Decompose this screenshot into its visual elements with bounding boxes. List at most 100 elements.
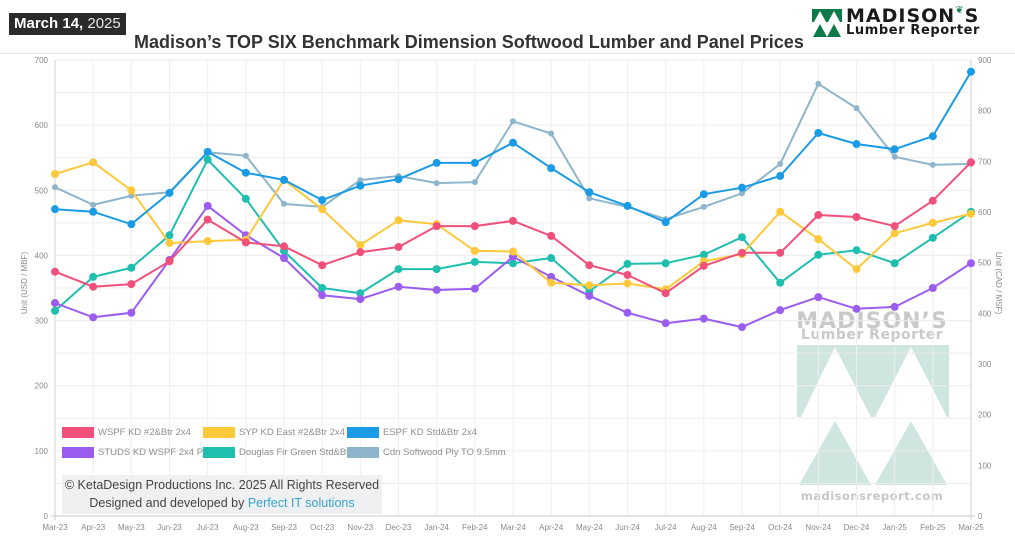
data-point <box>547 278 556 287</box>
data-point <box>89 282 98 291</box>
legend-item[interactable]: Douglas Fir Green Std&Btr 2x4 <box>203 447 370 458</box>
data-point <box>356 241 365 250</box>
x-tick-label: Mar-24 <box>500 523 526 532</box>
designer-text: Designed and developed by Perfect IT sol… <box>89 496 355 510</box>
data-point <box>280 175 288 184</box>
x-tick-label: Apr-24 <box>539 523 564 532</box>
y-tick-label-right: 200 <box>978 411 992 420</box>
data-point <box>814 211 823 220</box>
legend-item[interactable]: STUDS KD WSPF 2x4 PET <box>62 447 215 458</box>
data-point <box>814 250 823 259</box>
y-axis-title-right: Unit (CAD / MSF) <box>994 252 1003 315</box>
y-tick-label-right: 100 <box>978 461 992 470</box>
data-point <box>776 278 785 287</box>
data-point <box>51 298 59 307</box>
data-point <box>548 130 555 137</box>
data-point <box>928 196 937 205</box>
data-point <box>852 265 861 274</box>
chart-title: Madison’s TOP SIX Benchmark Dimension So… <box>134 32 804 52</box>
x-tick-label: Mar-25 <box>958 523 984 532</box>
data-point <box>471 179 478 186</box>
x-tick-label: Mar-23 <box>42 523 68 532</box>
y-tick-label-left: 200 <box>35 382 49 391</box>
x-tick-label: Jun-23 <box>157 523 182 532</box>
data-point <box>814 293 823 302</box>
data-point <box>357 177 364 184</box>
date-day: March 14, <box>14 15 84 32</box>
data-point <box>547 164 556 173</box>
legend-swatch <box>62 447 94 458</box>
data-point <box>165 231 174 240</box>
data-point <box>623 308 632 317</box>
credits: © KetaDesign Productions Inc. 2025 All R… <box>62 475 382 514</box>
legend-label: Cdn Softwood Ply TO 9.5mm <box>383 447 506 458</box>
legend-label: WSPF KD #2&Btr 2x4 <box>98 427 191 438</box>
data-point <box>661 289 670 298</box>
data-point <box>356 289 365 298</box>
data-point <box>623 201 632 210</box>
data-point <box>51 267 59 276</box>
data-point <box>738 233 746 242</box>
data-point <box>90 201 97 208</box>
legend-item[interactable]: SYP KD East #2&Btr 2x4 <box>203 427 345 438</box>
data-point <box>623 259 632 268</box>
data-point <box>318 261 327 270</box>
legend-item[interactable]: ESPF KD Std&Btr 2x4 <box>347 427 477 438</box>
data-point <box>928 284 937 292</box>
legend-label: STUDS KD WSPF 2x4 PET <box>98 447 216 458</box>
data-point <box>890 145 899 154</box>
date-year: 2025 <box>87 15 121 32</box>
data-point <box>928 218 937 227</box>
designer-link[interactable]: Perfect IT solutions <box>247 496 355 510</box>
data-point <box>815 80 822 87</box>
y-tick-label-left: 700 <box>35 56 49 65</box>
x-tick-label: Aug-24 <box>691 523 717 532</box>
data-point <box>127 263 136 272</box>
y-tick-label-left: 500 <box>35 186 49 195</box>
y-tick-label-right: 300 <box>978 360 992 369</box>
data-point <box>127 280 136 289</box>
legend-item[interactable]: Cdn Softwood Ply TO 9.5mm <box>347 447 506 458</box>
data-point <box>661 218 670 227</box>
data-point <box>470 257 479 266</box>
data-point <box>165 257 174 266</box>
data-point <box>928 233 937 242</box>
watermark-subtitle: Lumber Reporter <box>800 327 944 343</box>
data-point <box>585 281 594 290</box>
data-point <box>241 238 250 247</box>
y-tick-label-right: 800 <box>978 107 992 116</box>
maple-leaf-icon: ❦ <box>955 5 965 16</box>
logo-subtitle: Lumber Reporter <box>846 23 981 38</box>
x-tick-label: Jul-24 <box>655 523 677 532</box>
data-point <box>699 261 708 270</box>
x-tick-label: May-24 <box>576 523 603 532</box>
legend-swatch <box>347 447 379 458</box>
data-point <box>776 306 785 315</box>
data-point <box>470 246 479 255</box>
data-point <box>432 158 441 167</box>
data-point <box>203 201 212 210</box>
data-point <box>852 246 861 255</box>
legend-label: Douglas Fir Green Std&Btr 2x4 <box>239 447 370 458</box>
data-point <box>432 222 441 231</box>
data-point <box>890 229 899 238</box>
x-tick-label: Jan-24 <box>424 523 449 532</box>
data-point <box>127 186 136 195</box>
data-point <box>470 158 479 167</box>
date-badge: March 14, 2025 <box>9 13 126 35</box>
data-point <box>318 205 327 214</box>
data-point <box>852 212 861 221</box>
x-tick-label: Feb-24 <box>462 523 488 532</box>
x-tick-label: Dec-24 <box>844 523 870 532</box>
y-tick-label-left: 300 <box>35 317 49 326</box>
data-point <box>394 175 403 184</box>
legend-swatch <box>62 427 94 438</box>
legend-item[interactable]: WSPF KD #2&Btr 2x4 <box>62 427 191 438</box>
y-tick-label-left: 0 <box>44 512 49 521</box>
data-point <box>203 237 212 246</box>
data-point <box>394 282 403 291</box>
x-tick-label: Jan-25 <box>882 523 907 532</box>
data-point <box>280 242 288 251</box>
data-point <box>586 195 593 202</box>
data-point <box>127 308 136 317</box>
